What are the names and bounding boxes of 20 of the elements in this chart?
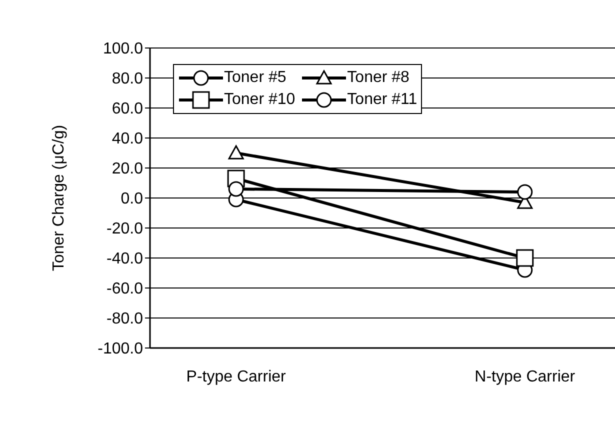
y-axis-title: Toner Charge (μC/g) xyxy=(50,124,68,272)
legend-label: Toner #5 xyxy=(224,69,286,87)
x-tick-label: P-type Carrier xyxy=(186,368,287,386)
legend-label: Toner #8 xyxy=(347,69,410,87)
legend-label: Toner #10 xyxy=(224,91,296,109)
y-tick-label: 20.0 xyxy=(112,160,144,178)
y-tick-label: -80.0 xyxy=(106,310,144,328)
y-tick-label: -60.0 xyxy=(106,280,144,298)
legend-label: Toner #11 xyxy=(347,91,418,109)
point xyxy=(228,181,244,197)
y-tick-label: 80.0 xyxy=(112,70,144,88)
x-tick-label: N-type Carrier xyxy=(474,368,576,386)
y-tick-label: -40.0 xyxy=(106,250,144,268)
y-tick-label: 100.0 xyxy=(102,40,144,58)
y-tick-label: 0.0 xyxy=(120,190,144,208)
y-tick-label: 40.0 xyxy=(112,130,144,148)
y-tick-label: -20.0 xyxy=(106,220,144,238)
point xyxy=(516,249,534,267)
y-tick-label: 60.0 xyxy=(112,100,144,118)
y-tick-label: -100.0 xyxy=(98,340,144,358)
